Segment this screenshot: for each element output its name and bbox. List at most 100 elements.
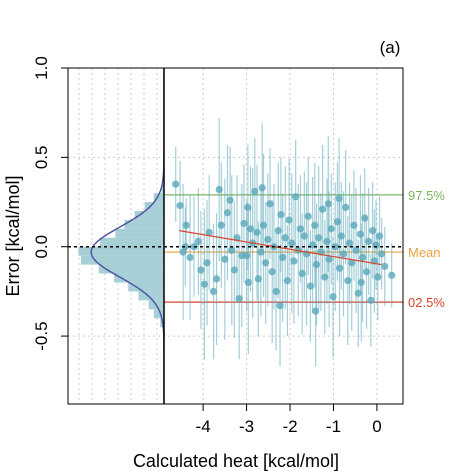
data-point bbox=[279, 253, 287, 262]
histogram-bar bbox=[153, 193, 164, 203]
data-point bbox=[272, 287, 280, 296]
data-point bbox=[324, 200, 332, 208]
data-point bbox=[348, 259, 356, 267]
reference-line-labels: 97.5% Mean 02.5% bbox=[408, 188, 445, 310]
y-tick-label: -0.5 bbox=[32, 321, 51, 350]
data-point bbox=[259, 221, 268, 229]
data-point bbox=[277, 210, 285, 219]
data-point bbox=[375, 232, 384, 240]
data-point bbox=[253, 228, 261, 237]
data-point bbox=[350, 221, 358, 229]
data-point bbox=[242, 252, 251, 260]
data-point bbox=[197, 266, 205, 274]
data-point bbox=[368, 227, 377, 235]
data-point bbox=[312, 260, 321, 269]
data-point bbox=[264, 235, 272, 244]
reference-line-label: 02.5% bbox=[408, 295, 445, 310]
data-point bbox=[315, 234, 323, 242]
x-tick-label: -3 bbox=[239, 417, 254, 436]
data-point bbox=[362, 268, 371, 276]
data-point bbox=[374, 273, 382, 281]
x-axis-label: Calculated heat [kcal/mol] bbox=[133, 451, 339, 471]
histogram-bar bbox=[80, 255, 164, 265]
data-point bbox=[285, 216, 293, 224]
x-axis-ticks: -4 -3 -2 -1 0 bbox=[196, 404, 382, 436]
histogram-bar bbox=[138, 291, 164, 301]
histogram-bar bbox=[115, 228, 164, 238]
data-point bbox=[215, 185, 223, 194]
data-point bbox=[319, 205, 327, 213]
data-point bbox=[378, 250, 386, 258]
data-point bbox=[283, 277, 292, 285]
reference-line-label: Mean bbox=[408, 245, 441, 260]
data-point bbox=[325, 255, 333, 263]
data-point bbox=[203, 259, 211, 267]
data-point bbox=[176, 202, 184, 210]
data-point bbox=[288, 239, 296, 247]
data-point bbox=[244, 278, 252, 287]
data-point bbox=[181, 243, 189, 251]
data-point bbox=[327, 225, 335, 233]
data-point bbox=[321, 273, 329, 281]
data-point bbox=[205, 228, 213, 237]
histogram-bar bbox=[128, 282, 164, 292]
histogram-bar bbox=[100, 237, 164, 247]
data-point bbox=[290, 257, 298, 265]
data-point bbox=[312, 307, 320, 315]
data-point bbox=[262, 259, 270, 267]
y-tick-label: 1.0 bbox=[32, 56, 51, 80]
x-tick-label: -1 bbox=[326, 417, 341, 436]
data-point bbox=[172, 180, 180, 188]
data-point bbox=[337, 232, 345, 240]
plot-frame bbox=[67, 67, 404, 405]
data-point bbox=[306, 282, 315, 290]
data-point bbox=[358, 253, 367, 262]
histogram-bar bbox=[134, 210, 164, 220]
data-point bbox=[365, 237, 373, 245]
data-point bbox=[381, 262, 389, 270]
data-point bbox=[274, 227, 282, 235]
trend-line bbox=[179, 230, 382, 266]
data-point bbox=[194, 237, 202, 245]
data-point bbox=[257, 248, 265, 256]
x-tick-label: -4 bbox=[196, 417, 211, 436]
x-tick-label: -2 bbox=[282, 417, 297, 436]
data-point bbox=[339, 250, 348, 258]
data-point bbox=[323, 237, 331, 245]
data-point bbox=[361, 214, 369, 222]
data-point bbox=[304, 212, 312, 220]
data-point bbox=[230, 266, 238, 274]
histogram-bar bbox=[161, 184, 164, 194]
x-tick-label: 0 bbox=[372, 417, 381, 436]
histogram-gridlines bbox=[78, 68, 158, 404]
data-point bbox=[345, 239, 354, 247]
data-point bbox=[296, 225, 305, 233]
panel-tag: (a) bbox=[380, 38, 401, 57]
data-point bbox=[182, 221, 190, 229]
data-point bbox=[217, 221, 225, 229]
y-tick-label: 0.5 bbox=[32, 146, 51, 170]
data-point bbox=[300, 232, 308, 240]
data-point bbox=[209, 287, 218, 296]
y-tick-label: 0.0 bbox=[32, 235, 51, 259]
y-axis-label: Error [kcal/mol] bbox=[3, 175, 23, 296]
y-axis-ticks: -0.5 0.0 0.5 1.0 bbox=[32, 56, 68, 351]
data-point bbox=[212, 275, 221, 283]
data-point bbox=[354, 289, 362, 297]
data-point bbox=[356, 230, 365, 238]
data-point bbox=[298, 269, 306, 278]
data-point bbox=[388, 271, 396, 279]
histogram-bar bbox=[144, 202, 164, 211]
data-point bbox=[244, 203, 252, 212]
data-point bbox=[254, 275, 262, 283]
data-point bbox=[331, 243, 339, 251]
data-point bbox=[266, 200, 274, 208]
data-point bbox=[258, 184, 266, 192]
data-point bbox=[235, 294, 243, 303]
data-point bbox=[200, 280, 209, 288]
reference-line-label: 97.5% bbox=[408, 188, 445, 203]
histogram-bar bbox=[98, 264, 164, 274]
histogram-bar bbox=[78, 246, 164, 256]
data-point bbox=[268, 268, 276, 276]
histogram-bar bbox=[124, 219, 164, 229]
